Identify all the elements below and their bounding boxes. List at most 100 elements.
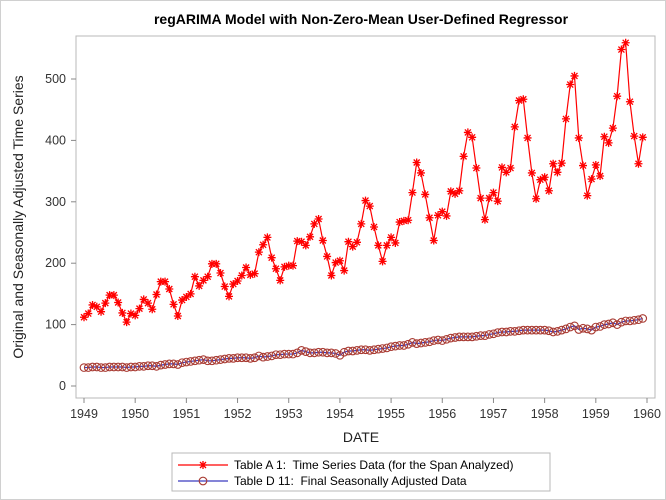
data-point <box>518 325 528 335</box>
data-point <box>156 277 165 286</box>
data-point <box>582 324 592 334</box>
data-point <box>139 295 148 304</box>
data-point <box>463 332 473 342</box>
data-point <box>523 325 532 335</box>
data-point <box>216 269 225 278</box>
data-point <box>301 241 310 250</box>
data-point <box>139 362 149 371</box>
data-point <box>382 343 392 353</box>
data-point <box>242 263 251 272</box>
data-point <box>599 320 609 329</box>
data-point <box>634 159 643 168</box>
data-point <box>387 233 396 242</box>
data-point <box>118 308 127 317</box>
data-point <box>254 248 263 257</box>
data-point <box>250 353 259 363</box>
data-point <box>292 348 302 358</box>
data-point <box>309 348 319 358</box>
data-point <box>514 326 524 336</box>
data-point <box>241 353 251 363</box>
data-point <box>169 300 178 309</box>
y-tick-label: 200 <box>45 256 66 270</box>
data-point <box>369 345 379 355</box>
legend-box <box>171 452 551 492</box>
data-point <box>356 345 366 355</box>
data-point <box>374 241 383 250</box>
data-point <box>450 333 460 342</box>
data-point <box>476 194 485 203</box>
data-point <box>493 328 503 337</box>
data-point <box>301 347 311 356</box>
data-point <box>536 175 545 184</box>
data-point <box>135 304 144 313</box>
data-point <box>429 336 439 345</box>
data-point <box>506 327 515 336</box>
data-point <box>382 241 391 250</box>
data-point <box>165 284 174 293</box>
data-point <box>523 133 532 142</box>
data-point <box>152 290 161 299</box>
data-point <box>352 346 362 355</box>
data-point <box>314 347 323 357</box>
data-point <box>194 355 204 365</box>
data-point <box>212 259 221 268</box>
data-point <box>425 213 434 222</box>
x-tick-label: 1949 <box>70 407 98 421</box>
data-point <box>454 332 464 342</box>
data-point <box>147 361 157 371</box>
data-point <box>420 338 430 347</box>
data-point <box>143 299 152 308</box>
data-point <box>421 190 430 199</box>
y-tick-label: 500 <box>45 72 66 86</box>
data-point <box>186 357 195 366</box>
data-point <box>79 363 89 372</box>
data-point <box>327 348 336 358</box>
data-point <box>463 128 472 137</box>
data-point <box>476 331 486 341</box>
data-point <box>229 280 238 289</box>
data-point <box>225 292 234 301</box>
data-point <box>314 214 323 223</box>
data-point <box>114 298 123 307</box>
data-point <box>600 132 609 141</box>
data-point <box>97 307 106 316</box>
data-point <box>96 363 106 372</box>
data-point <box>233 277 242 286</box>
legend-label: Table D 11: Final Seasonally Adjusted Da… <box>234 474 467 488</box>
data-point <box>595 322 605 331</box>
data-point <box>621 38 630 47</box>
data-point <box>510 122 519 131</box>
data-point <box>625 316 635 326</box>
data-point <box>574 325 584 334</box>
data-point <box>284 349 294 359</box>
data-point <box>373 344 383 354</box>
data-point <box>391 238 400 247</box>
data-point <box>399 216 408 225</box>
data-point <box>113 362 123 372</box>
data-point <box>459 332 468 342</box>
legend-marker <box>198 476 208 486</box>
x-tick-label: 1958 <box>531 407 559 421</box>
x-tick-label: 1956 <box>428 407 456 421</box>
data-point <box>442 334 451 344</box>
data-point <box>399 341 409 350</box>
x-tick-label: 1951 <box>172 407 200 421</box>
data-point <box>92 302 101 311</box>
data-point <box>220 354 230 364</box>
data-point <box>480 331 490 341</box>
data-point <box>434 211 443 220</box>
data-point <box>340 266 349 275</box>
data-point <box>365 202 374 211</box>
data-point <box>259 240 268 249</box>
data-point <box>583 191 592 200</box>
data-point <box>220 282 229 291</box>
data-point <box>190 356 200 366</box>
data-point <box>352 238 361 247</box>
data-point <box>284 261 293 270</box>
data-point <box>126 362 136 372</box>
data-point <box>135 362 144 371</box>
data-point <box>557 325 567 335</box>
data-point <box>613 92 622 101</box>
data-point <box>109 362 119 372</box>
data-point <box>395 218 404 227</box>
